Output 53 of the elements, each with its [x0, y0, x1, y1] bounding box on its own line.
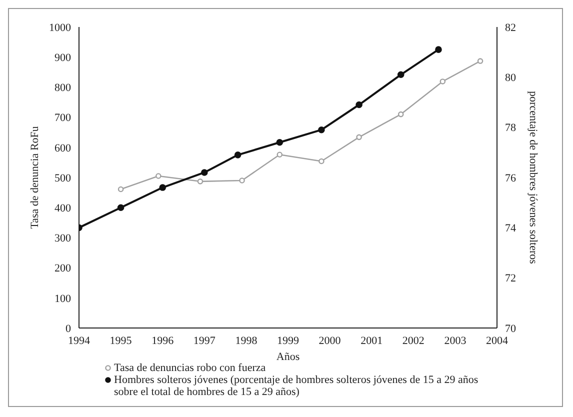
y2-tick-label: 78: [505, 122, 516, 134]
point: [356, 101, 362, 108]
y2-tick-label: 74: [505, 222, 516, 235]
point: [156, 173, 162, 179]
x-tick-label: 1997: [193, 334, 216, 347]
point: [318, 158, 324, 164]
y2-tick-label: 80: [505, 72, 516, 84]
point: [234, 152, 242, 158]
point: [435, 46, 442, 53]
y-tick-label: 1000: [49, 22, 72, 34]
x-tick-label: 2002: [402, 334, 424, 347]
y2-axis-title: porcentaje de hombres jóvenes solteros: [527, 91, 540, 264]
x-tick-label: 1996: [152, 334, 174, 347]
y-tick-label: 700: [54, 112, 72, 124]
point: [318, 126, 325, 134]
x-tick-label: 2001: [360, 334, 383, 347]
point: [201, 169, 208, 176]
point: [477, 58, 484, 64]
point: [276, 152, 283, 158]
x-tick-label: 1994: [68, 334, 90, 347]
y-tick-label: 0: [66, 322, 72, 335]
y-tick-label: 500: [54, 172, 72, 184]
y2-tick-label: 82: [505, 22, 516, 34]
y-tick-label: 800: [54, 82, 72, 94]
point: [440, 78, 446, 84]
point: [239, 178, 245, 184]
point: [197, 178, 204, 184]
point: [159, 184, 166, 191]
x-tick-label: 2003: [444, 334, 467, 347]
point: [397, 71, 404, 78]
x-tick-label: 1995: [110, 334, 132, 347]
y2-tick-label: 70: [505, 322, 516, 335]
x-tick-label: 1998: [235, 334, 258, 347]
y-tick-label: 300: [54, 232, 72, 245]
point: [356, 134, 362, 140]
x-axis-title: Años: [276, 351, 300, 363]
y-tick-label: 400: [54, 202, 72, 215]
y2-tick-label: 72: [505, 272, 516, 285]
legend-label: Hombres solteros jóvenes (porcentaje de hombres solteros jóvenes de 15 a 29 años sobre el total de hombres de 15 a 29 años): [114, 374, 480, 398]
point: [398, 111, 404, 118]
point: [118, 186, 124, 192]
y-tick-label: 900: [54, 52, 72, 64]
point: [117, 204, 124, 211]
point: [276, 138, 284, 146]
x-tick-label: 2004: [486, 334, 508, 347]
y-tick-label: 200: [54, 262, 72, 275]
y-tick-label: 100: [54, 292, 72, 305]
legend-label: Tasa de denuncias robo con fuerza: [114, 362, 266, 374]
x-tick-label: 2000: [318, 334, 342, 347]
y2-tick-label: 76: [505, 172, 516, 184]
y-tick-label: 600: [54, 142, 72, 154]
y-axis-title: Tasa de denuncia RoFu: [28, 126, 41, 229]
x-tick-label: 1999: [277, 334, 300, 347]
